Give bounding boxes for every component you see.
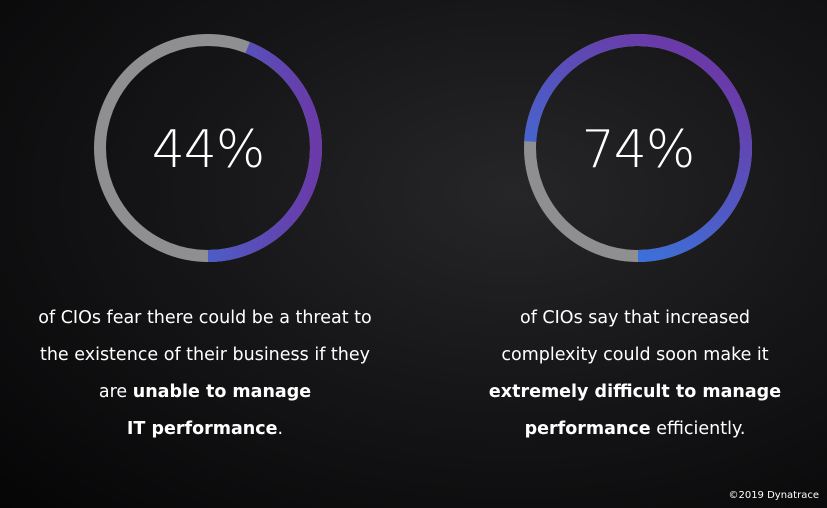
- caption-line: IT performance.: [15, 411, 395, 448]
- percentage-label: 44%: [152, 120, 265, 180]
- caption-text: are: [98, 382, 133, 402]
- caption-text: efficiently.: [650, 419, 746, 439]
- donut-value-arc: [524, 34, 752, 262]
- caption-emphasis: unable to manage: [132, 382, 312, 402]
- caption-line: are unable to manage: [15, 374, 395, 411]
- caption-line: of CIOs fear there could be a threat to: [38, 308, 372, 328]
- donut-value-arc: [94, 34, 322, 262]
- donut-chart-74: 74%: [518, 28, 758, 268]
- copyright-text: ©2019 Dynatrace: [728, 490, 819, 501]
- caption-line: extremely difficult to manage: [445, 374, 825, 411]
- caption-text: .: [277, 419, 284, 439]
- caption-emphasis: performance: [524, 419, 651, 439]
- donut-svg-74: 74%: [524, 34, 752, 262]
- caption-line: performance efficiently.: [445, 411, 825, 448]
- percentage-label: 74%: [582, 120, 695, 180]
- donut-chart-44: 44%: [88, 28, 328, 268]
- donut-svg-44: 44%: [94, 34, 322, 262]
- caption-emphasis: extremely difficult to manage: [488, 382, 782, 402]
- stat-panel-74: 74% of CIOs say that increased complexit…: [460, 0, 827, 470]
- caption-line: of CIOs say that increased: [520, 308, 750, 328]
- caption-44: of CIOs fear there could be a threat to …: [15, 300, 395, 448]
- caption-emphasis: IT performance: [126, 419, 278, 439]
- caption-line: the existence of their business if they: [39, 345, 370, 365]
- stat-panel-44: 44% of CIOs fear there could be a threat…: [15, 0, 395, 470]
- caption-74: of CIOs say that increased complexity co…: [445, 300, 825, 448]
- caption-line: complexity could soon make it: [501, 345, 769, 365]
